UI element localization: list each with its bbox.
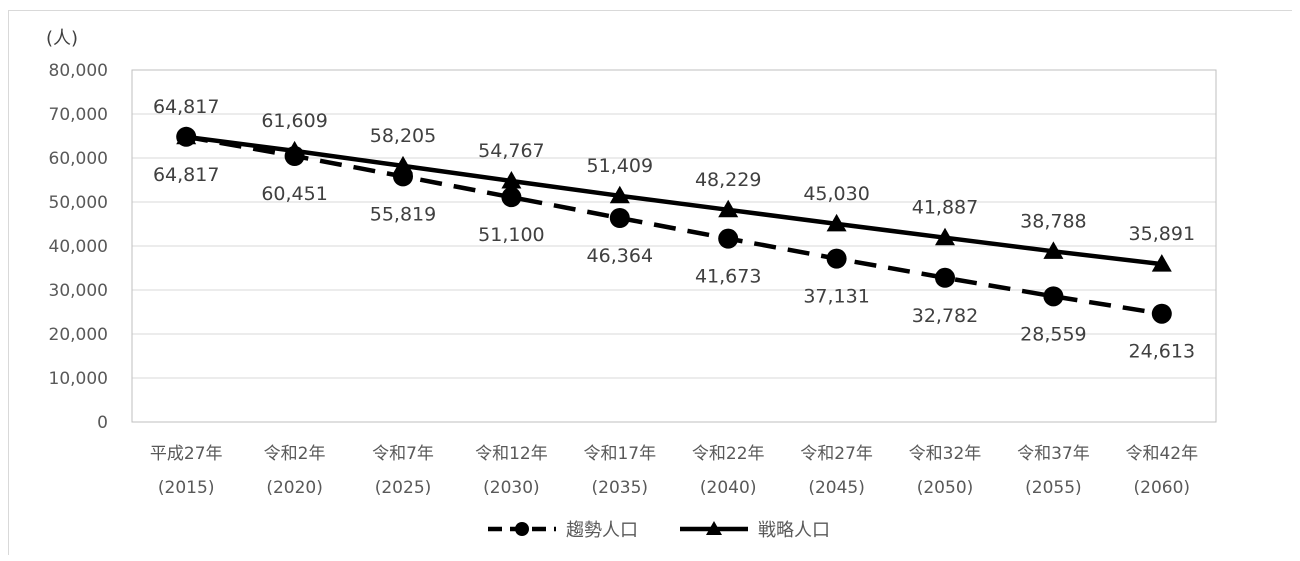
strategy-data-label: 58,205 (370, 125, 436, 147)
x-tick-era: 令和12年 (475, 444, 548, 464)
x-tick-era: 令和27年 (800, 444, 873, 464)
y-tick-label: 50,000 (49, 193, 108, 213)
x-tick-year: (2045) (808, 478, 865, 498)
x-axis-ticks: 平成27年 (2015) 令和2年 (2020) 令和7年 (2025) 令和12年 (203… (150, 444, 1198, 498)
strategy-point-marker (609, 185, 630, 204)
y-axis-ticks: 0 10,000 20,000 30,000 40,000 50,000 60,000 70,… (49, 61, 108, 433)
x-tick-era: 令和37年 (1017, 444, 1090, 464)
series-layer (176, 126, 1172, 324)
trend-point-marker (609, 207, 630, 228)
strategy-point-marker (501, 171, 522, 189)
y-tick-label: 40,000 (49, 237, 108, 257)
data-labels: 64,817 61,609 58,205 54,767 51,409 48,229 45,0… (153, 96, 1195, 363)
x-tick-era: 令和32年 (909, 444, 982, 464)
trend-point-marker (826, 248, 847, 269)
strategy-data-label: 38,788 (1020, 210, 1086, 232)
strategy-point-marker (1043, 241, 1064, 259)
chart-frame (8, 10, 1292, 555)
trend-point-marker (718, 228, 739, 249)
y-axis-unit-label: (人) (46, 28, 78, 49)
strategy-data-label: 41,887 (912, 197, 978, 219)
strategy-point-marker (718, 199, 739, 218)
x-tick-year: (2060) (1134, 478, 1191, 498)
trend-data-label: 24,613 (1129, 341, 1195, 363)
trend-data-label: 64,817 (153, 164, 219, 186)
strategy-point-marker (176, 126, 197, 145)
legend-trend-marker (515, 522, 529, 536)
strategy-data-label: 54,767 (478, 140, 544, 162)
y-tick-label: 70,000 (49, 105, 108, 125)
trend-data-label: 55,819 (370, 203, 436, 225)
x-tick-year: (2040) (700, 478, 757, 498)
strategy-data-label: 48,229 (695, 169, 761, 191)
x-tick-year: (2025) (375, 478, 432, 498)
trend-point-marker (501, 187, 522, 208)
strategy-data-label: 61,609 (261, 110, 327, 132)
y-tick-label: 0 (97, 413, 108, 433)
strategy-data-label: 51,409 (587, 155, 653, 177)
y-tick-label: 30,000 (49, 281, 108, 301)
strategy-point-marker (826, 213, 847, 232)
series-line-strategy (185, 134, 1163, 267)
trend-data-label: 32,782 (912, 305, 978, 327)
y-tick-label: 20,000 (49, 325, 108, 345)
strategy-data-label: 64,817 (153, 96, 219, 118)
trend-data-label: 60,451 (261, 183, 327, 205)
x-tick-era: 令和7年 (372, 444, 434, 464)
x-tick-era: 平成27年 (150, 444, 223, 464)
x-tick-year: (2030) (483, 478, 540, 498)
strategy-point-marker (1151, 254, 1172, 272)
x-tick-year: (2050) (917, 478, 974, 498)
x-tick-era: 令和22年 (692, 444, 765, 464)
legend-strategy-label: 戦略人口 (758, 520, 830, 541)
legend-strategy-marker (706, 521, 722, 535)
trend-data-label: 46,364 (587, 245, 653, 267)
legend-trend-label: 趨勢人口 (566, 520, 638, 541)
y-tick-label: 80,000 (49, 61, 108, 81)
series-line-trend (185, 134, 1163, 316)
trend-point-marker (935, 267, 955, 288)
strategy-data-label: 45,030 (803, 183, 869, 205)
x-tick-year: (2055) (1025, 478, 1082, 498)
plot-area (131, 69, 1217, 423)
trend-data-label: 41,673 (695, 266, 761, 288)
y-tick-label: 60,000 (49, 149, 108, 169)
legend: 趨勢人口 戦略人口 (488, 520, 830, 541)
strategy-data-label: 35,891 (1129, 223, 1195, 245)
y-tick-label: 10,000 (49, 369, 108, 389)
trend-data-label: 37,131 (803, 286, 869, 308)
strategy-point-marker (284, 140, 305, 159)
trend-data-label: 28,559 (1020, 323, 1086, 345)
x-tick-era: 令和42年 (1125, 444, 1198, 464)
trend-point-marker (1151, 303, 1172, 324)
x-tick-era: 令和17年 (583, 444, 656, 464)
strategy-point-marker (935, 227, 955, 246)
x-tick-year: (2020) (266, 478, 323, 498)
trend-point-marker (1043, 286, 1064, 307)
x-tick-year: (2015) (158, 478, 215, 498)
strategy-point-marker (393, 155, 413, 174)
plot-border (131, 69, 1217, 423)
x-tick-era: 令和2年 (264, 444, 326, 464)
trend-data-label: 51,100 (478, 224, 544, 246)
x-tick-year: (2035) (592, 478, 649, 498)
